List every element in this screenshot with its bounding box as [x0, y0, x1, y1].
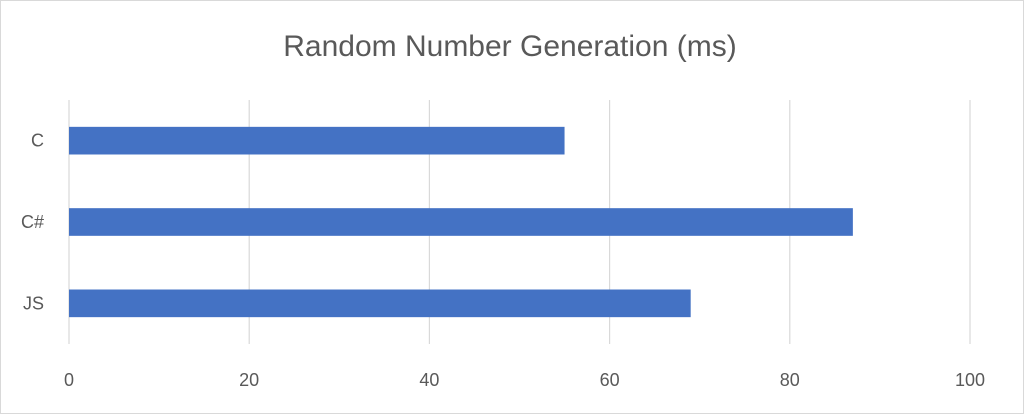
x-tick-label: 60: [600, 370, 620, 390]
category-axis: C C# JS: [21, 131, 44, 314]
bar-js: [69, 289, 691, 318]
x-tick-label: 20: [239, 370, 259, 390]
category-label: C: [31, 131, 44, 151]
x-tick-label: 0: [64, 370, 74, 390]
x-tick-label: 100: [955, 370, 985, 390]
value-axis: 0 20 40 60 80 100: [64, 370, 985, 390]
chart-title: Random Number Generation (ms): [283, 30, 737, 63]
bar-c-sharp: [69, 208, 853, 236]
x-tick-label: 40: [419, 370, 439, 390]
bars: [69, 126, 853, 318]
x-tick-label: 80: [780, 370, 800, 390]
category-label: C#: [21, 212, 44, 232]
category-label: JS: [23, 293, 44, 313]
bar-c: [69, 126, 565, 155]
